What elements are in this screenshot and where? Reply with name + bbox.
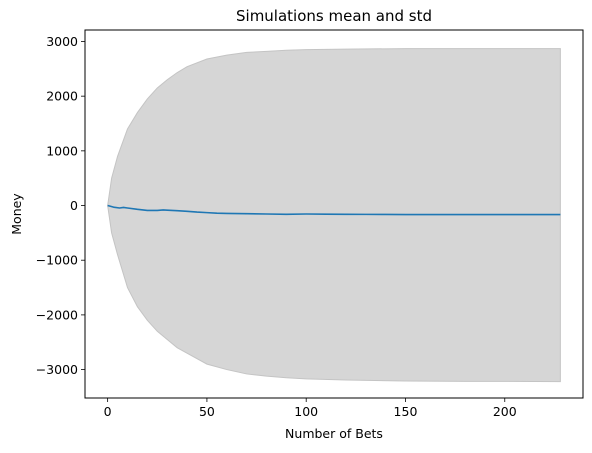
y-axis: −3000 −2000 −1000 0 1000 2000 3000: [36, 34, 85, 377]
x-tick-label: 0: [104, 404, 112, 419]
y-tick-label: −3000: [36, 362, 78, 377]
y-tick-label: −2000: [36, 307, 78, 322]
y-axis-label: Money: [9, 193, 24, 235]
plot-area: [107, 48, 561, 383]
y-tick-label: 2000: [46, 89, 78, 104]
y-tick-label: 0: [70, 198, 78, 213]
x-axis-label: Number of Bets: [285, 426, 383, 441]
x-tick-label: 50: [199, 404, 215, 419]
x-axis: 0 50 100 150 200: [104, 398, 517, 419]
x-tick-label: 150: [394, 404, 418, 419]
plot-frame: [84, 29, 584, 399]
x-tick-label: 200: [493, 404, 517, 419]
y-tick-label: 3000: [46, 34, 78, 49]
x-tick-label: 100: [294, 404, 318, 419]
mean-line: [107, 204, 561, 216]
y-tick-label: −1000: [36, 253, 78, 268]
chart-title: Simulations mean and std: [236, 7, 432, 25]
y-tick-label: 1000: [46, 143, 78, 158]
